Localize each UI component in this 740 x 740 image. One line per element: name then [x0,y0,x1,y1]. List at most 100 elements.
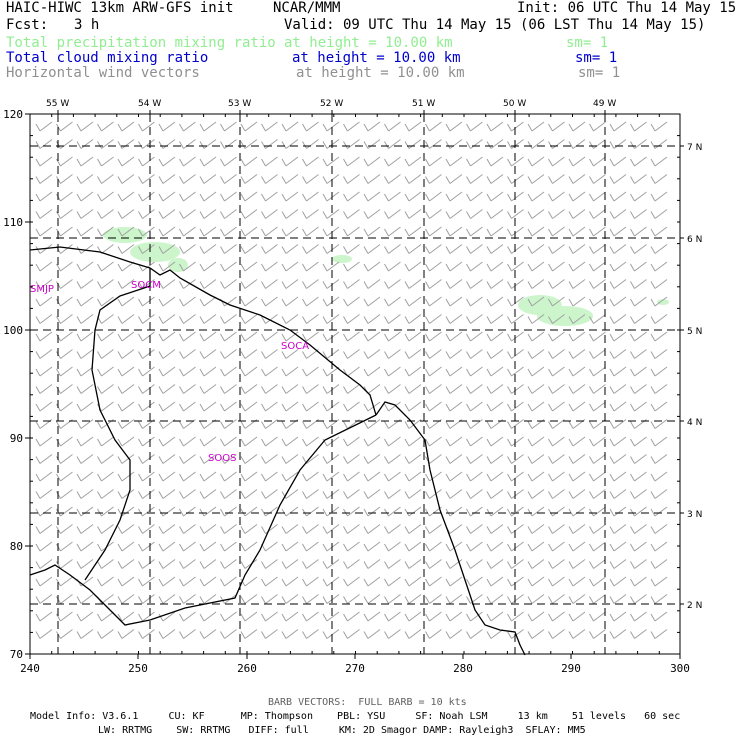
wind-barb [179,559,196,569]
wind-barb [302,226,319,237]
wind-barb [404,489,422,499]
wind-barb [158,156,176,167]
wind-barb [630,121,647,132]
wind-barb [404,261,422,272]
wind-barb [302,541,319,552]
wind-barb [158,121,176,132]
wind-barb [179,279,196,289]
wind-barb [199,541,217,552]
wind-barb [117,506,135,517]
wind-barb [302,296,319,307]
wind-barb [445,261,463,272]
wind-barb [138,436,155,447]
wind-barb [630,279,647,289]
wind-barb [425,331,442,342]
wind-barb [240,296,258,307]
wind-barb [76,436,94,447]
wind-barb [507,314,524,324]
wind-barb [261,174,278,184]
wind-barb [138,541,155,552]
wind-barb [589,296,606,307]
wind-barb [609,296,627,307]
wind-barb [76,506,94,517]
wind-barb [199,296,217,307]
wind-barb [384,279,401,289]
wind-barb [220,226,237,237]
wind-barb [445,226,463,237]
wind-barb [548,279,565,289]
wind-barb [199,156,217,167]
wind-barb [322,244,340,254]
wind-barb [220,156,237,167]
wind-barb [199,261,217,272]
wind-barb [507,331,524,342]
wind-barb [117,471,135,482]
wind-barb [158,506,176,517]
wind-barb [466,401,483,412]
wind-barb [76,174,94,184]
wind-barb [589,401,606,412]
wind-barb [179,629,196,639]
wind-barb [220,139,237,149]
wind-barb [650,279,668,289]
wind-barb [179,139,196,149]
wind-barb [281,559,299,569]
wind-barb [589,244,606,254]
wind-barb [343,121,360,132]
wind-barb [384,559,401,569]
wind-barb [117,139,135,149]
wind-barb [650,419,668,429]
wind-barb [261,331,278,342]
wind-barb [425,121,442,132]
wind-barb [322,489,340,499]
wind-barb [35,366,53,377]
wind-barb [445,436,463,447]
wind-barb [404,296,422,307]
lon-label: 51 W [412,99,435,109]
wind-barb [404,349,422,359]
wind-barb [466,576,483,587]
wind-barb [527,506,545,517]
wind-barb [343,384,360,394]
wind-barb [56,191,73,202]
wind-barb [404,611,422,622]
wind-barb [425,541,442,552]
wind-barb [158,454,176,464]
field-cloud-sm: sm= 1 [575,50,618,66]
wind-barb [322,524,340,534]
wind-barb [425,524,442,534]
wind-barb [199,489,217,499]
wind-barb [240,366,258,377]
wind-barb [507,156,524,167]
x-tick-label: 300 [670,662,690,675]
wind-barb [486,629,504,639]
wind-barb [650,541,668,552]
wind-barb [384,576,401,587]
wind-barb [97,296,114,307]
wind-barb [384,349,401,359]
wind-barb [261,209,278,219]
wind-barb [97,384,114,394]
wind-barb [630,139,647,149]
wind-barb [548,471,565,482]
wind-barb [363,174,381,184]
wind-barb [445,559,463,569]
wind-barb [220,366,237,377]
wind-barb [404,384,422,394]
wind-barb [117,209,135,219]
wind-barb [261,156,278,167]
wind-barb [486,296,504,307]
wind-barb [281,244,299,254]
wind-barb [76,401,94,412]
wind-barb [343,576,360,587]
wind-barb [343,471,360,482]
wind-barb [322,611,340,622]
wind-barb [650,629,668,639]
wind-barb [261,139,278,149]
wind-barb [363,436,381,447]
wind-barb [568,209,586,219]
wind-barb [138,314,155,324]
wind-barb [35,541,53,552]
wind-barb [322,454,340,464]
wind-barb [302,261,319,272]
